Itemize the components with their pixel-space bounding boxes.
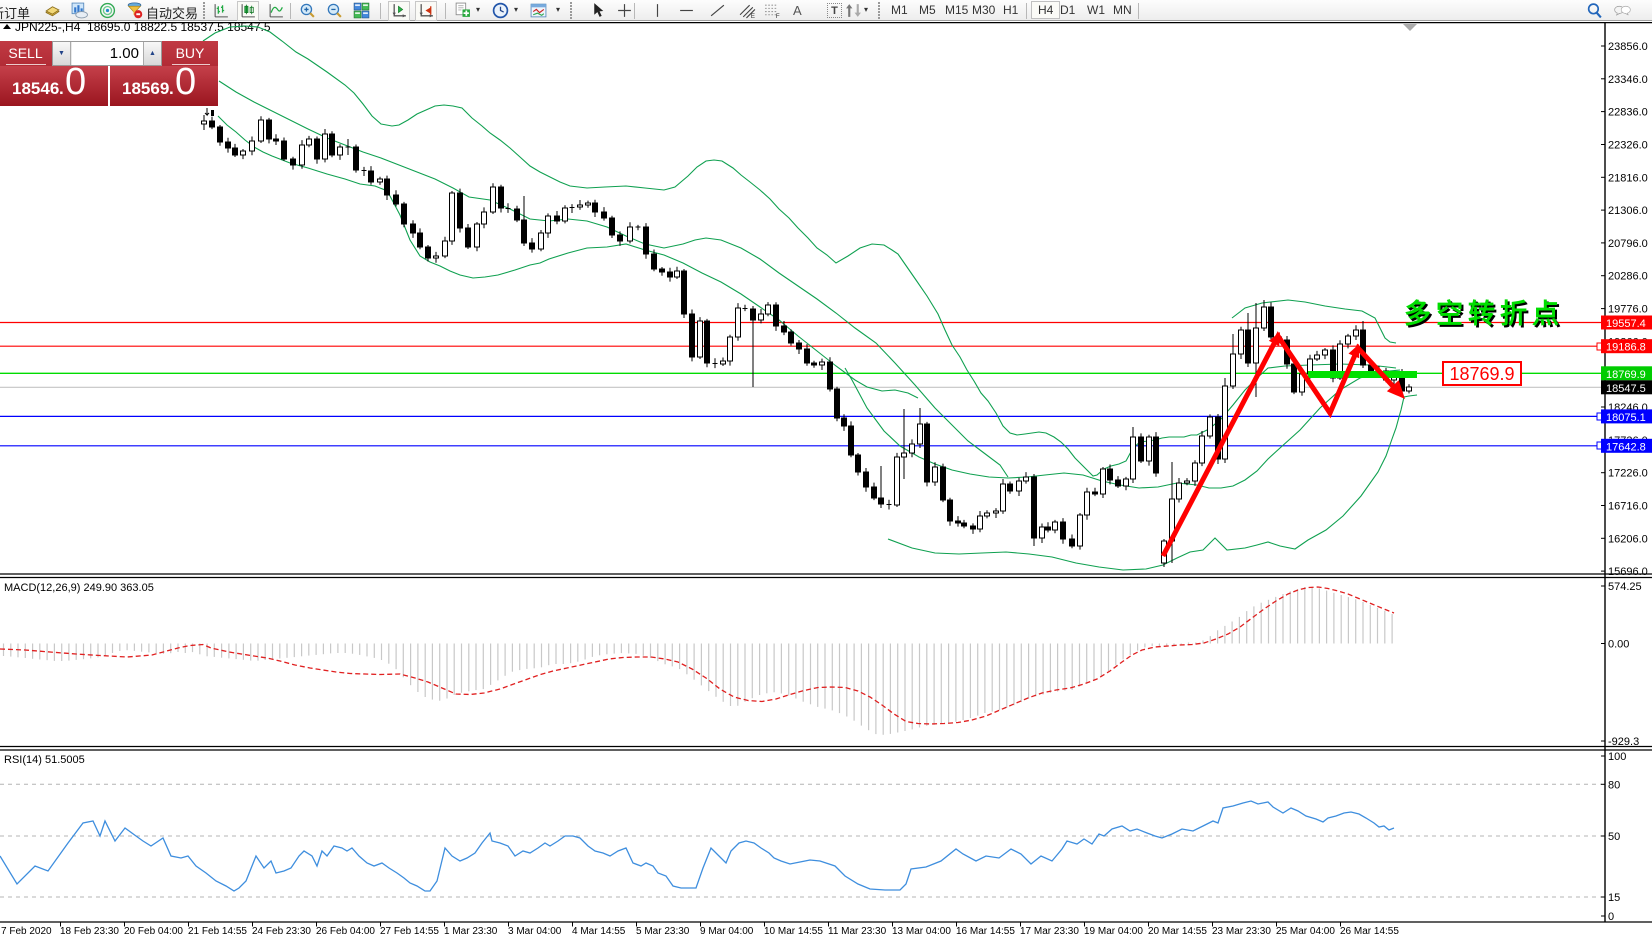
svg-text:3 Mar 04:00: 3 Mar 04:00 [508, 926, 562, 937]
svg-text:24 Feb 23:30: 24 Feb 23:30 [252, 926, 311, 937]
svg-text:-929.3: -929.3 [1608, 736, 1639, 748]
svg-text:80: 80 [1608, 779, 1620, 791]
svg-text:23 Mar 23:30: 23 Mar 23:30 [1212, 926, 1271, 937]
svg-text:27 Feb 14:55: 27 Feb 14:55 [380, 926, 439, 937]
svg-text:18769.9: 18769.9 [1449, 364, 1514, 384]
svg-text:15: 15 [1608, 892, 1620, 904]
svg-text:19557.4: 19557.4 [1606, 318, 1646, 330]
svg-text:26 Feb 04:00: 26 Feb 04:00 [316, 926, 375, 937]
svg-text:16716.0: 16716.0 [1608, 501, 1648, 513]
svg-text:4 Mar 14:55: 4 Mar 14:55 [572, 926, 626, 937]
svg-text:17642.8: 17642.8 [1606, 441, 1646, 453]
svg-text:11 Mar 23:30: 11 Mar 23:30 [828, 926, 887, 937]
svg-text:22326.0: 22326.0 [1608, 140, 1648, 152]
svg-text:100: 100 [1608, 751, 1626, 763]
svg-text:7 Feb 2020: 7 Feb 2020 [1, 926, 52, 937]
svg-text:E: E [751, 13, 755, 19]
svg-text:18 Feb 23:30: 18 Feb 23:30 [60, 926, 119, 937]
svg-text:20 Mar 14:55: 20 Mar 14:55 [1148, 926, 1207, 937]
svg-text:17226.0: 17226.0 [1608, 468, 1648, 480]
svg-text:13 Mar 04:00: 13 Mar 04:00 [892, 926, 951, 937]
svg-text:18075.1: 18075.1 [1606, 412, 1646, 424]
svg-text:多空转折点: 多空转折点 [1404, 298, 1564, 329]
svg-text:19186.8: 19186.8 [1606, 342, 1646, 354]
svg-text:21306.0: 21306.0 [1608, 205, 1648, 217]
svg-text:50: 50 [1608, 831, 1620, 843]
svg-text:JPN225-,H4 18695.0 18822.5 18: JPN225-,H4 18695.0 18822.5 18537.5 18547… [15, 22, 271, 34]
svg-text:0.00: 0.00 [1608, 639, 1629, 651]
svg-text:574.25: 574.25 [1608, 581, 1642, 593]
svg-text:1 Mar 23:30: 1 Mar 23:30 [444, 926, 498, 937]
svg-text:16206.0: 16206.0 [1608, 533, 1648, 545]
svg-text:17 Mar 23:30: 17 Mar 23:30 [1020, 926, 1079, 937]
svg-text:多空转折点: 多空转折点 [1406, 300, 1566, 331]
svg-text:18769.9: 18769.9 [1606, 369, 1646, 381]
svg-text:0: 0 [1608, 911, 1614, 923]
svg-text:20 Feb 04:00: 20 Feb 04:00 [124, 926, 183, 937]
svg-text:19 Mar 04:00: 19 Mar 04:00 [1084, 926, 1143, 937]
svg-text:23346.0: 23346.0 [1608, 74, 1648, 86]
svg-text:9 Mar 04:00: 9 Mar 04:00 [700, 926, 754, 937]
svg-text:25 Mar 04:00: 25 Mar 04:00 [1276, 926, 1335, 937]
svg-text:15696.0: 15696.0 [1608, 566, 1648, 578]
svg-text:F: F [776, 13, 780, 19]
svg-text:21 Feb 14:55: 21 Feb 14:55 [188, 926, 247, 937]
svg-text:RSI(14) 51.5005: RSI(14) 51.5005 [4, 754, 85, 766]
svg-text:MACD(12,26,9) 249.90 363.05: MACD(12,26,9) 249.90 363.05 [4, 582, 154, 594]
svg-text:23856.0: 23856.0 [1608, 41, 1648, 53]
svg-text:18547.5: 18547.5 [1606, 383, 1646, 395]
svg-text:21816.0: 21816.0 [1608, 172, 1648, 184]
svg-text:20796.0: 20796.0 [1608, 238, 1648, 250]
svg-text:10 Mar 14:55: 10 Mar 14:55 [764, 926, 823, 937]
svg-text:22836.0: 22836.0 [1608, 107, 1648, 119]
svg-text:5 Mar 23:30: 5 Mar 23:30 [636, 926, 690, 937]
svg-text:26 Mar 14:55: 26 Mar 14:55 [1340, 926, 1399, 937]
svg-text:16 Mar 14:55: 16 Mar 14:55 [956, 926, 1015, 937]
svg-text:20286.0: 20286.0 [1608, 271, 1648, 283]
svg-text:19776.0: 19776.0 [1608, 304, 1648, 316]
